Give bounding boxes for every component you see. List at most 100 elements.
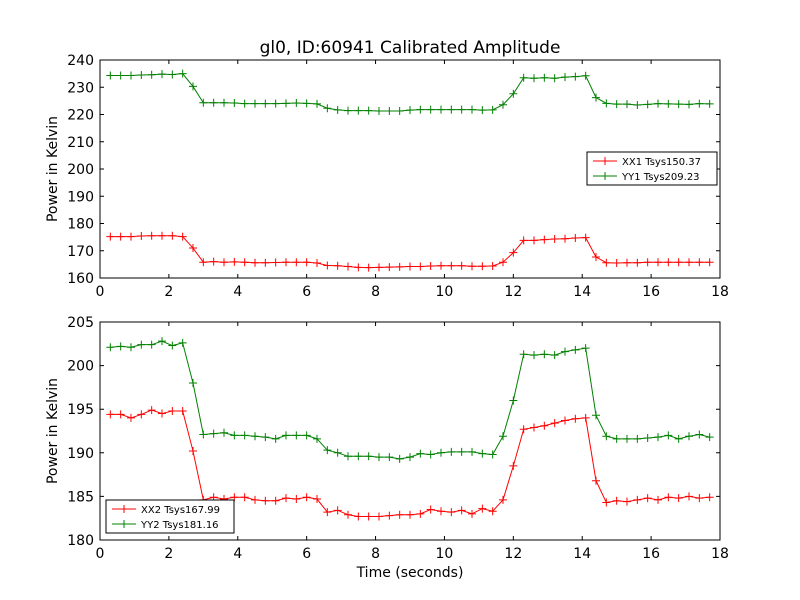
data-point xyxy=(654,258,662,267)
data-point xyxy=(323,446,332,455)
x-tick-label: 14 xyxy=(573,284,591,300)
data-point xyxy=(220,258,228,267)
data-point xyxy=(106,232,115,241)
data-point xyxy=(147,340,156,349)
data-point xyxy=(695,258,704,267)
data-point xyxy=(271,496,280,505)
data-point xyxy=(302,493,311,502)
legend-label: YY2 Tsys181.16 xyxy=(140,520,219,531)
data-point xyxy=(209,257,218,266)
data-point xyxy=(344,510,352,519)
y-tick-label: 205 xyxy=(67,315,94,331)
data-point xyxy=(416,262,425,271)
data-point xyxy=(457,261,466,270)
data-point xyxy=(519,350,528,359)
data-point xyxy=(261,258,270,267)
y-tick-label: 220 xyxy=(67,108,94,124)
data-point xyxy=(457,447,466,456)
data-point xyxy=(581,413,590,422)
data-point xyxy=(364,512,373,521)
data-point xyxy=(478,262,487,271)
top-plot: 0 2 4 6 8 10 12 14 16 18 160 170 180 190 200 210 220 230 2… xyxy=(45,53,729,300)
data-point xyxy=(664,431,673,440)
data-point xyxy=(530,351,538,360)
data-point xyxy=(426,505,435,514)
x-tick-label: 0 xyxy=(96,546,105,562)
data-point xyxy=(695,99,704,108)
y-tick-label: 180 xyxy=(67,217,94,233)
data-point xyxy=(313,99,321,108)
data-point xyxy=(561,73,569,82)
data-point xyxy=(457,105,466,114)
data-point xyxy=(499,100,507,109)
data-point xyxy=(633,495,642,504)
data-point xyxy=(550,351,559,360)
data-point xyxy=(313,259,321,268)
bottom-plot: 0 2 4 6 8 10 12 14 16 18 180 185 190 195 200 205 Power i… xyxy=(45,315,729,562)
data-point xyxy=(127,71,135,80)
data-point xyxy=(189,447,197,456)
data-point xyxy=(199,430,208,439)
data-point xyxy=(685,492,693,501)
data-point xyxy=(323,261,332,270)
data-point xyxy=(261,496,270,505)
data-point xyxy=(612,100,621,109)
y-tick-label: 160 xyxy=(67,271,94,287)
data-point xyxy=(654,99,662,108)
data-point xyxy=(333,261,342,270)
data-point xyxy=(158,337,166,346)
data-point xyxy=(375,512,383,521)
data-point xyxy=(499,432,507,441)
data-point xyxy=(664,99,673,108)
data-point xyxy=(158,70,166,79)
y-tick-label: 190 xyxy=(67,446,94,462)
data-point xyxy=(271,99,280,108)
data-point xyxy=(292,431,301,440)
data-point xyxy=(602,432,611,441)
data-point xyxy=(385,263,394,272)
data-point xyxy=(426,450,435,459)
data-point xyxy=(664,493,673,502)
data-point xyxy=(437,261,445,270)
data-point xyxy=(282,431,290,440)
data-point xyxy=(571,414,580,423)
data-point xyxy=(354,263,363,272)
x-tick-label: 10 xyxy=(436,284,454,300)
y-tick-label: 195 xyxy=(67,402,94,418)
data-point xyxy=(106,343,115,352)
data-point xyxy=(705,258,714,267)
data-point xyxy=(137,70,146,79)
data-point xyxy=(643,433,652,442)
data-point xyxy=(705,493,714,502)
data-point xyxy=(354,452,363,461)
data-point xyxy=(302,258,311,267)
data-point xyxy=(468,262,476,271)
data-point xyxy=(137,410,146,419)
y-tick-label: 230 xyxy=(67,80,94,96)
data-point xyxy=(240,431,249,440)
legend-label: YY1 Tsys209.23 xyxy=(621,172,700,183)
x-tick-label: 6 xyxy=(302,546,311,562)
data-point xyxy=(457,506,466,515)
data-point xyxy=(426,262,435,271)
data-point xyxy=(240,258,249,267)
data-point xyxy=(581,344,590,353)
legend-label: XX1 Tsys150.37 xyxy=(622,157,701,168)
data-point xyxy=(592,476,600,485)
data-point xyxy=(147,231,156,240)
data-point xyxy=(354,106,363,115)
data-point xyxy=(685,100,693,109)
data-point xyxy=(592,253,600,262)
data-point xyxy=(189,244,197,253)
data-point xyxy=(488,105,497,114)
data-point xyxy=(592,93,600,102)
legend-marker xyxy=(120,505,128,513)
data-point xyxy=(488,507,497,516)
data-point xyxy=(116,410,125,419)
data-point xyxy=(158,409,166,418)
x-tick-label: 16 xyxy=(642,284,660,300)
y-tick-label: 210 xyxy=(67,135,94,151)
data-point xyxy=(333,448,342,457)
x-tick-label: 2 xyxy=(164,546,173,562)
data-point xyxy=(178,406,187,415)
